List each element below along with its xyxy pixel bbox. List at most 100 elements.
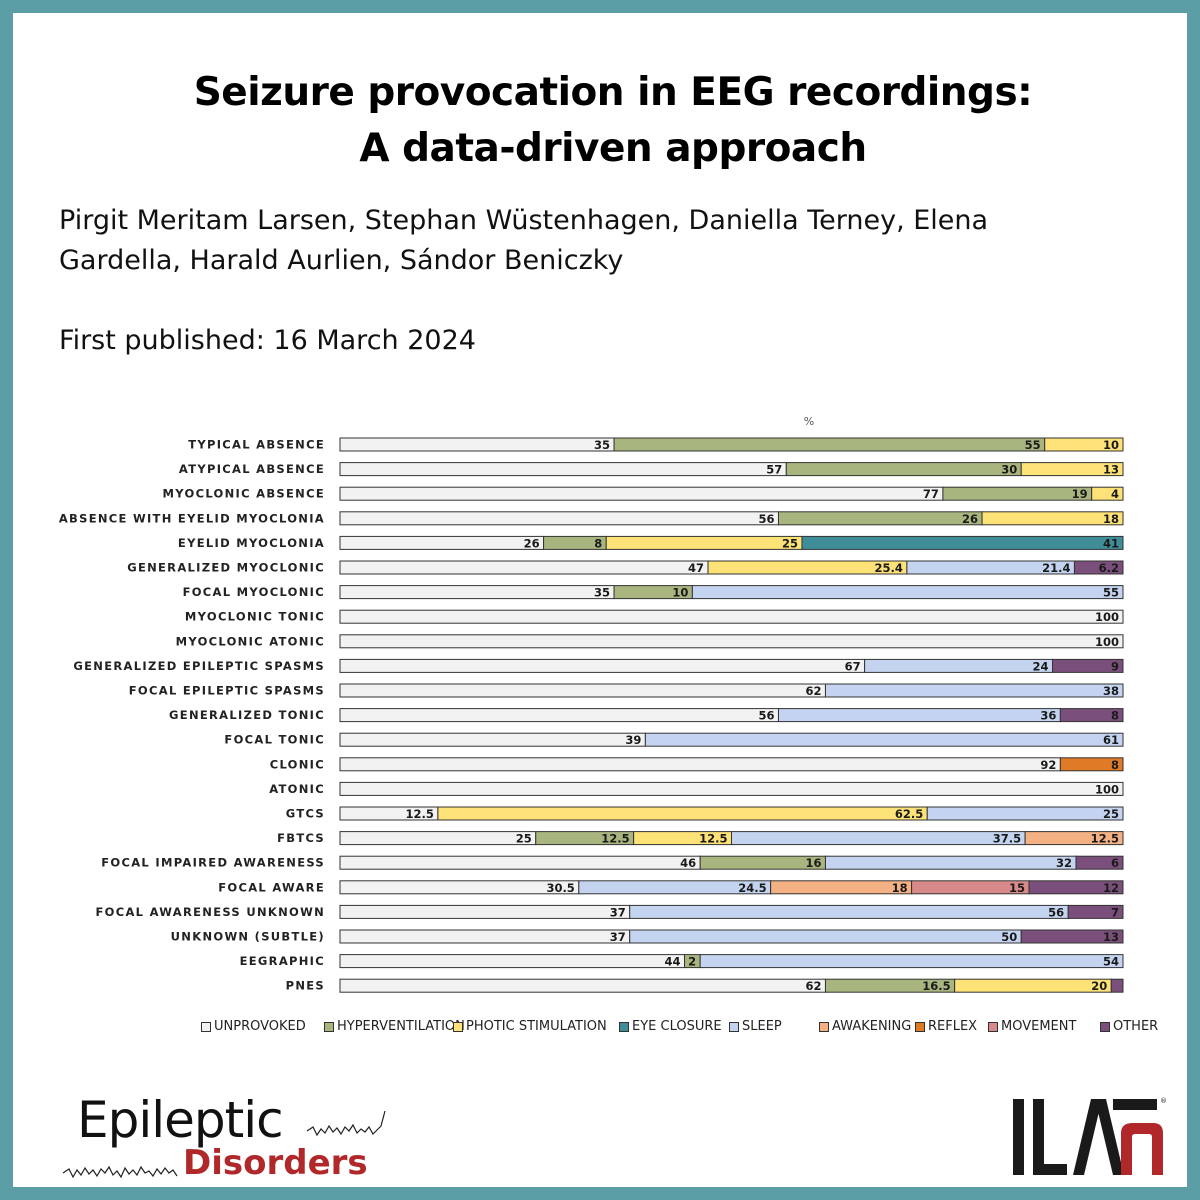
data-label: 18 (1103, 512, 1119, 526)
data-label: 12.5 (406, 807, 434, 821)
category-label: EEGRAPHIC (240, 954, 325, 968)
bar-segment (339, 757, 1061, 772)
data-label: 46 (680, 856, 696, 870)
legend-swatch (453, 1021, 463, 1032)
eeg-trace-icon (62, 1110, 386, 1179)
bar-segment (954, 978, 1112, 993)
bar-segment (629, 929, 1022, 944)
category-label: ATYPICAL ABSENCE (179, 462, 325, 476)
data-label: 67 (845, 659, 861, 673)
legend-label: OTHER (1113, 1019, 1159, 1034)
bar-segment (339, 437, 615, 452)
bar-segment (864, 658, 1054, 673)
legend-item: HYPERVENTILATION (324, 1019, 465, 1034)
bar-segment (339, 683, 826, 698)
legend-label: HYPERVENTILATION (337, 1019, 465, 1034)
legend-label: SLEEP (742, 1019, 782, 1034)
data-label: 18 (892, 881, 908, 895)
legend-swatch (915, 1021, 925, 1032)
legend-label: AWAKENING (832, 1019, 912, 1034)
legend-label: REFLEX (928, 1019, 978, 1034)
data-label: 25 (516, 832, 532, 846)
data-label: 20 (1091, 979, 1107, 993)
bar-segment (1059, 708, 1124, 723)
publication-date: First published: 16 March 2024 (59, 325, 476, 356)
legend-item: MOVEMENT (988, 1019, 1076, 1034)
data-label: 32 (1056, 856, 1072, 870)
category-label: GTCS (286, 807, 325, 821)
bar-segment (339, 585, 615, 600)
bar-segment (824, 855, 1077, 870)
bar-segment (339, 954, 686, 969)
data-label: 37 (610, 930, 626, 944)
bar-segment (339, 831, 537, 846)
bar-segment (339, 486, 944, 501)
legend-swatch (729, 1021, 739, 1032)
category-label: CLONIC (270, 757, 325, 771)
bar-segment (777, 708, 1061, 723)
bar-segment (339, 781, 1124, 796)
bar-segment (605, 535, 803, 550)
bar-segment (339, 609, 1124, 624)
data-label: 37 (610, 905, 626, 919)
authors-line-1: Pirgit Meritam Larsen, Stephan Wüstenhag… (59, 205, 989, 236)
data-label: 100 (1095, 782, 1119, 796)
data-label: 39 (625, 733, 641, 747)
bar-segment (644, 732, 1124, 747)
data-label: 57 (766, 463, 782, 477)
data-label: 2 (688, 955, 696, 969)
legend-label: PHOTIC STIMULATION (466, 1019, 607, 1034)
data-label: 12.5 (699, 832, 727, 846)
category-label: FOCAL AWARE (218, 880, 325, 894)
data-label: 25 (1103, 807, 1119, 821)
category-label: PNES (286, 979, 325, 993)
data-label: 100 (1095, 635, 1119, 649)
bar-segment (437, 806, 928, 821)
category-label: GENERALIZED EPILEPTIC SPASMS (73, 659, 325, 673)
category-label: GENERALIZED MYOCLONIC (127, 561, 325, 575)
data-label: 26 (524, 536, 540, 550)
legend-label: MOVEMENT (1001, 1019, 1077, 1034)
category-label: FOCAL MYOCLONIC (183, 585, 325, 599)
legend-item: EYE CLOSURE (619, 1019, 722, 1034)
legend-item: OTHER (1100, 1019, 1158, 1034)
data-label: 6.2 (1099, 561, 1119, 575)
bar-segment (1052, 658, 1124, 673)
data-label: 25.4 (875, 561, 903, 575)
bar-segment (339, 462, 787, 477)
data-label: 55 (1103, 586, 1119, 600)
data-label: 55 (1025, 438, 1041, 452)
data-label: 54 (1103, 955, 1119, 969)
authors-line-2: Gardella, Harald Aurlien, Sándor Beniczk… (59, 245, 624, 276)
legend-swatch (619, 1021, 629, 1032)
category-label: GENERALIZED TONIC (169, 708, 325, 722)
data-label: 56 (758, 709, 774, 723)
category-label: MYOCLONIC ATONIC (176, 634, 325, 648)
data-label: 8 (594, 536, 602, 550)
data-label: 19 (1072, 487, 1088, 501)
bar-segment (731, 831, 1026, 846)
data-label: 47 (688, 561, 704, 575)
bar-segment (824, 683, 1124, 698)
bar-segment (785, 462, 1022, 477)
bar-segment (339, 658, 866, 673)
bar-segment (339, 855, 701, 870)
legend-item: REFLEX (915, 1019, 977, 1034)
title-line-2: A data-driven approach (359, 126, 867, 171)
data-label: 26 (962, 512, 978, 526)
category-label: EYELID MYOCLONIA (178, 536, 325, 550)
bar-segment (339, 978, 826, 993)
category-label: MYOCLONIC ABSENCE (163, 487, 325, 501)
bar-segment (1020, 462, 1124, 477)
bar-segment (339, 929, 631, 944)
legend-label: EYE CLOSURE (632, 1019, 722, 1034)
bar-segment (339, 535, 545, 550)
data-label: 38 (1103, 684, 1119, 698)
bar-segment (613, 437, 1046, 452)
title-line-1: Seizure provocation in EEG recordings: (193, 70, 1033, 115)
bar-segment (339, 708, 779, 723)
data-label: 10 (1103, 438, 1119, 452)
data-label: 37.5 (993, 832, 1021, 846)
epileptic-disorders-logo: Epileptic Disorders (57, 1091, 397, 1191)
category-label: ATONIC (269, 782, 325, 796)
